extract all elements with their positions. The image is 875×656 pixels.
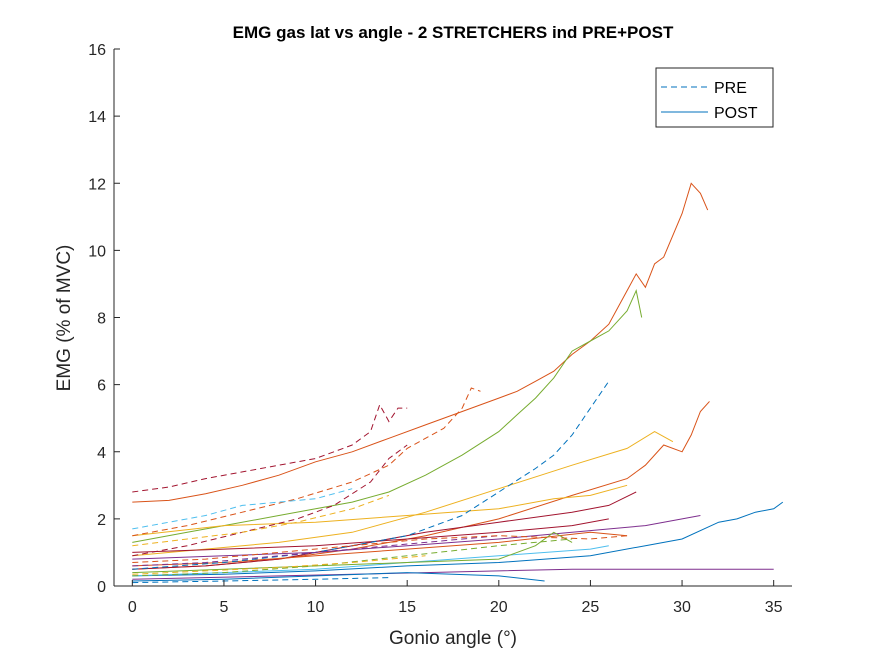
- legend-post-label: POST: [714, 105, 758, 122]
- series-line-post-13: [132, 518, 609, 553]
- series-line-pre-16: [132, 381, 610, 570]
- y-tick-label: 6: [97, 378, 106, 395]
- y-tick-label: 16: [88, 42, 106, 59]
- series-layer: [132, 182, 784, 584]
- x-tick-label: 10: [307, 599, 325, 616]
- series-line-post-0: [132, 182, 709, 503]
- x-axis-ticks: 0 5 10 15 20 25 30 35: [128, 580, 783, 616]
- y-axis-label: EMG (% of MVC): [54, 245, 75, 392]
- y-tick-label: 10: [88, 243, 106, 260]
- series-line-post-1: [132, 288, 643, 543]
- legend-box: [655, 67, 774, 128]
- chart-title: EMG gas lat vs angle - 2 STRETCHERS ind …: [233, 23, 674, 42]
- series-line-pre-23: [132, 555, 426, 575]
- legend: PRE POST: [655, 67, 774, 128]
- x-tick-label: 15: [398, 599, 416, 616]
- series-line-post-8: [132, 568, 774, 580]
- y-tick-label: 8: [97, 311, 106, 328]
- x-axis-label: Gonio angle (°): [389, 628, 517, 649]
- series-line-pre-14: [132, 403, 408, 493]
- x-tick-label: 5: [219, 599, 228, 616]
- y-tick-label: 14: [88, 109, 106, 126]
- x-tick-label: 25: [582, 599, 600, 616]
- series-line-pre-24: [132, 535, 628, 563]
- y-axis-ticks: 0 2 4 6 8 10 12 14 16: [88, 42, 120, 596]
- legend-pre-label: PRE: [714, 80, 747, 97]
- x-tick-label: 20: [490, 599, 508, 616]
- series-line-post-6: [132, 491, 637, 570]
- y-tick-label: 12: [88, 176, 106, 193]
- y-tick-label: 4: [97, 445, 106, 462]
- series-line-pre-17: [132, 444, 408, 557]
- x-tick-label: 30: [673, 599, 691, 616]
- series-line-pre-15: [132, 387, 481, 537]
- series-line-pre-18: [132, 488, 353, 530]
- series-line-pre-20: [132, 538, 573, 577]
- series-line-post-3: [132, 431, 674, 557]
- series-line-post-4: [132, 501, 784, 577]
- plot-area: [114, 49, 792, 586]
- series-line-pre-21: [132, 535, 499, 567]
- series-line-post-12: [132, 531, 573, 574]
- series-line-pre-22: [132, 577, 389, 584]
- y-tick-label: 0: [97, 579, 106, 596]
- series-line-post-10: [132, 572, 545, 582]
- x-tick-label: 35: [765, 599, 783, 616]
- series-line-post-7: [132, 484, 628, 537]
- y-tick-label: 2: [97, 512, 106, 529]
- x-tick-label: 0: [128, 599, 137, 616]
